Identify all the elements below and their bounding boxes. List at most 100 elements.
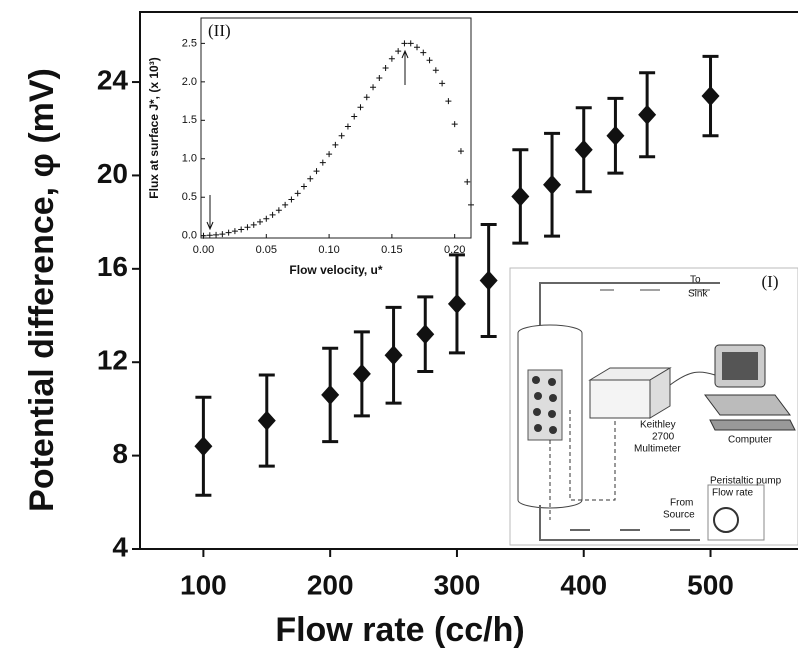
point	[363, 94, 370, 101]
computer-base	[704, 394, 791, 416]
x-tick-label: 0.10	[318, 244, 339, 256]
main-chart: 100 200 300 400 500 4 8 12 16 20 24	[97, 11, 798, 600]
point	[638, 104, 657, 125]
point	[445, 98, 452, 105]
y-tick-label: 8	[112, 438, 128, 469]
point	[206, 232, 213, 239]
screen	[722, 352, 758, 380]
point	[244, 224, 251, 231]
pump-box	[707, 484, 765, 541]
point	[288, 196, 295, 203]
point	[357, 104, 364, 111]
meter-front	[589, 379, 651, 419]
x-axis-label: Flow rate (cc/h)	[275, 611, 524, 649]
point	[388, 55, 395, 62]
inset-y-label: Flux at surface J*, (x 10³)	[147, 57, 161, 198]
y-tick-label: 20	[97, 158, 128, 189]
point	[426, 57, 433, 64]
axis-frame	[139, 11, 798, 550]
schematic-text: From	[670, 498, 693, 509]
pipe	[539, 505, 700, 541]
meter-side	[649, 367, 671, 419]
point	[447, 293, 466, 314]
point	[351, 113, 358, 120]
point	[238, 226, 245, 233]
inset-x-label: Flow velocity, u*	[289, 263, 382, 277]
point	[200, 232, 207, 239]
point	[300, 183, 307, 190]
point	[395, 48, 402, 55]
point	[332, 141, 339, 148]
point	[213, 231, 220, 238]
y-tick-label: 1.5	[182, 114, 197, 126]
x-tick-label: 0.20	[444, 244, 465, 256]
schematic-text: To	[690, 275, 701, 286]
point	[313, 168, 320, 175]
y-tick-label: 4	[112, 531, 128, 562]
point	[194, 436, 213, 457]
schematic-text: Peristaltic pump	[710, 476, 782, 487]
point	[352, 363, 371, 384]
schematic-text: Source	[663, 510, 695, 521]
point	[294, 190, 301, 197]
point	[468, 201, 474, 208]
point	[457, 148, 464, 155]
keyboard	[709, 419, 796, 431]
point	[269, 211, 276, 218]
point	[219, 231, 226, 238]
point	[420, 49, 427, 56]
schematic-text: Computer	[728, 435, 773, 446]
y-tick-label: 0.5	[182, 191, 197, 203]
annotation-arrow	[401, 49, 409, 85]
point	[344, 123, 351, 130]
annotation-arrow	[206, 195, 214, 231]
y-tick-label: 16	[97, 251, 128, 282]
point	[307, 175, 314, 182]
y-tick-label: 12	[97, 345, 128, 376]
point	[319, 159, 326, 166]
inset-frame	[200, 17, 472, 239]
point	[321, 384, 340, 405]
point	[451, 121, 458, 128]
point	[263, 215, 270, 222]
schematic-text: Sink	[688, 289, 708, 300]
x-tick-label: 500	[687, 569, 734, 600]
point	[338, 132, 345, 139]
point	[376, 75, 383, 81]
schematic-text: 2700	[652, 432, 675, 443]
pipe	[539, 282, 720, 330]
point	[257, 218, 264, 225]
y-tick-label: 2.0	[182, 76, 197, 88]
inset-label: (II)	[208, 21, 231, 40]
point	[225, 229, 232, 236]
point	[250, 221, 257, 228]
point	[326, 151, 333, 158]
point	[416, 324, 435, 345]
y-axis-label: Potential difference, φ (mV)	[23, 68, 61, 512]
x-tick-label: 0.00	[193, 244, 214, 256]
inset-label: (I)	[762, 272, 779, 291]
point	[414, 44, 420, 51]
point	[231, 228, 238, 235]
schematic-text: Keithley	[640, 420, 676, 431]
pump	[713, 507, 739, 533]
point	[511, 186, 530, 207]
point	[382, 65, 389, 71]
x-tick-label: 0.05	[256, 244, 277, 256]
particles	[532, 376, 557, 434]
point	[384, 345, 403, 366]
y-tick-label: 2.5	[182, 37, 197, 49]
point	[464, 178, 471, 185]
y-tick-label: 0.0	[182, 230, 197, 242]
y-tick-label: 1.0	[182, 153, 197, 165]
x-tick-label: 0.15	[381, 244, 402, 256]
point	[543, 174, 562, 195]
point	[275, 207, 282, 214]
x-tick-label: 300	[434, 569, 481, 600]
point	[257, 410, 276, 431]
point	[407, 40, 414, 47]
point	[606, 125, 625, 146]
wire	[549, 410, 616, 520]
x-tick-label: 100	[180, 569, 227, 600]
